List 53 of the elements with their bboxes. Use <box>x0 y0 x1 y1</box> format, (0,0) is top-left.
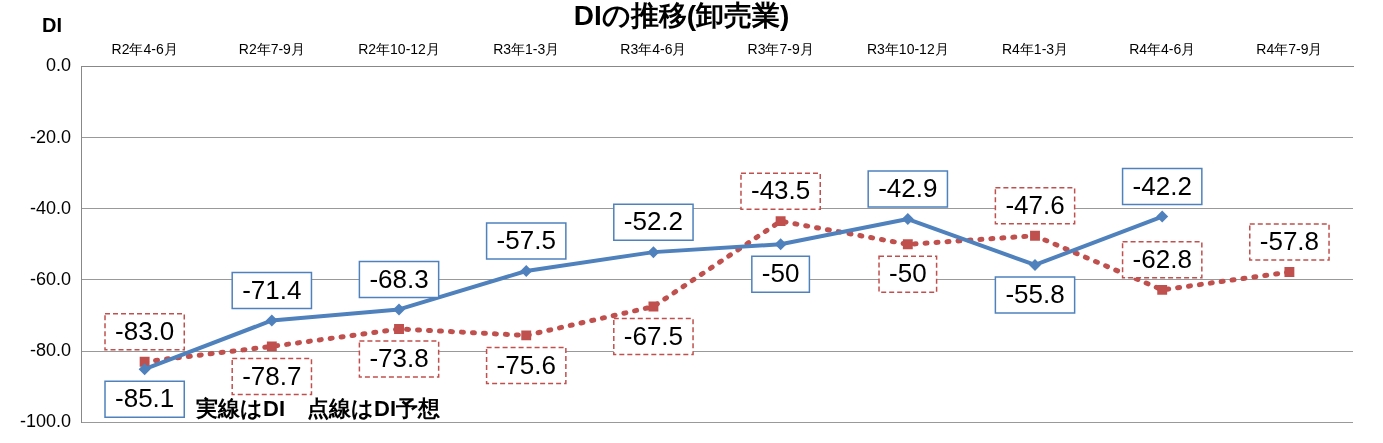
point <box>1284 267 1295 277</box>
y-tick-label: -20.0 <box>30 126 72 147</box>
data-label: -47.6 <box>1005 189 1065 220</box>
y-tick-label: 0.0 <box>46 55 72 76</box>
data-label: -78.7 <box>242 360 302 391</box>
annotation: 実線はDI 点線はDI予想 <box>195 396 441 422</box>
x-tick-label: R4年4-6月 <box>1129 40 1196 57</box>
data-label: -42.2 <box>1132 170 1192 201</box>
point <box>266 341 277 352</box>
data-label: -71.4 <box>242 274 302 305</box>
data-label: -83.0 <box>115 315 175 346</box>
x-tick-label: R2年7-9月 <box>238 40 305 57</box>
data-label: -62.8 <box>1132 244 1192 275</box>
data-label: -73.8 <box>369 343 429 374</box>
point <box>902 239 913 250</box>
data-label: -75.6 <box>496 349 556 380</box>
x-tick-label: R2年10-12月 <box>358 40 440 57</box>
data-label: -55.8 <box>1005 279 1065 310</box>
point <box>394 324 404 334</box>
y-tick-label: -40.0 <box>30 197 72 218</box>
x-tick-label: R4年1-3月 <box>1001 40 1069 57</box>
x-tick-label: R2年4-6月 <box>111 40 178 57</box>
chart-title: DIの推移(卸売業) <box>573 0 790 31</box>
data-label: -68.3 <box>369 263 429 294</box>
data-label: -57.8 <box>1259 226 1320 257</box>
data-label: -50 <box>761 258 800 289</box>
data-label: -52.2 <box>623 206 684 237</box>
point <box>648 301 659 312</box>
y-axis-title: DI <box>42 13 62 36</box>
y-tick-label: -100.0 <box>19 411 72 432</box>
point <box>138 363 151 376</box>
data-label: -67.5 <box>623 320 684 351</box>
y-tick-label: -80.0 <box>30 340 72 361</box>
x-tick-label: R4年7-9月 <box>1256 40 1323 57</box>
y-tick-label: -60.0 <box>30 268 72 289</box>
data-label: -50 <box>889 258 927 289</box>
point <box>1030 230 1040 241</box>
x-tick-label: R3年1-3月 <box>493 40 560 57</box>
x-tick-label: R3年10-12月 <box>866 40 949 57</box>
data-label: -85.1 <box>115 383 175 414</box>
point <box>1029 258 1042 271</box>
data-label: -43.5 <box>750 175 811 206</box>
point <box>393 303 406 316</box>
point <box>647 246 660 259</box>
data-label: -42.9 <box>878 173 938 204</box>
x-tick-label: R3年4-6月 <box>620 40 687 57</box>
point <box>775 216 786 227</box>
point <box>1157 284 1168 295</box>
x-tick-label: R3年7-9月 <box>747 40 814 57</box>
data-label: -57.5 <box>496 225 556 256</box>
point <box>521 330 532 341</box>
point <box>265 314 278 327</box>
point <box>1156 210 1169 223</box>
